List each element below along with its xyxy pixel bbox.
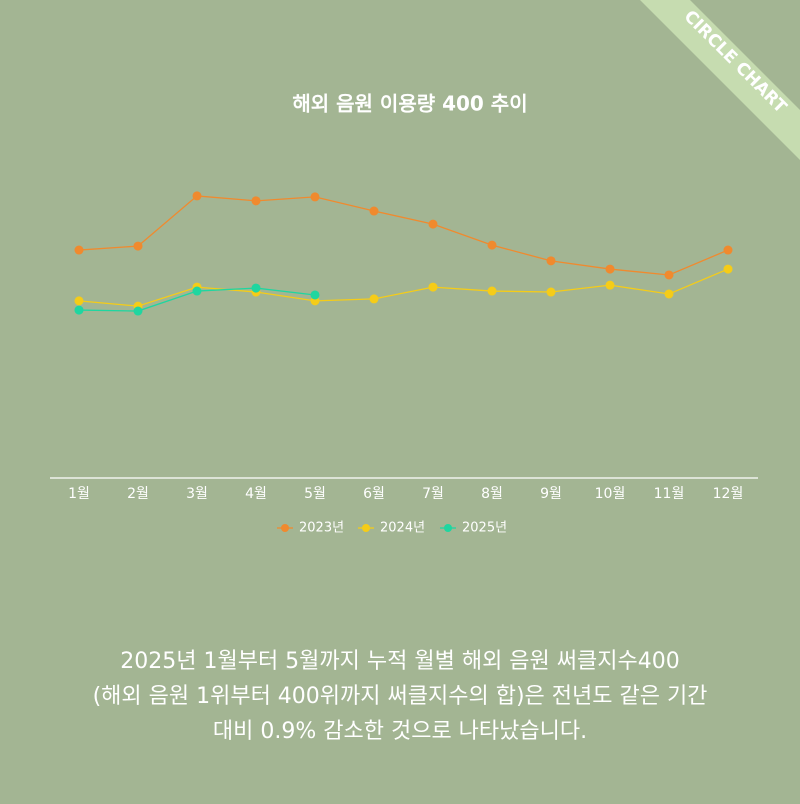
data-point: [546, 287, 556, 297]
data-point: [251, 196, 261, 206]
x-tick-label: 11월: [654, 486, 685, 502]
data-point: [369, 294, 379, 304]
x-tick-label: 6월: [363, 486, 385, 502]
legend-marker: [444, 524, 452, 532]
corner-ribbon: CIRCLE CHART: [640, 0, 800, 160]
x-tick-label: 9월: [540, 486, 562, 502]
data-point: [310, 290, 320, 300]
data-point: [664, 270, 674, 280]
data-point: [74, 245, 84, 255]
data-point: [310, 192, 320, 202]
data-point: [428, 282, 438, 292]
x-tick-label: 1월: [68, 486, 90, 502]
data-point: [192, 286, 202, 296]
x-tick-label: 12월: [713, 486, 744, 502]
data-point: [723, 245, 733, 255]
data-point: [369, 206, 379, 216]
data-point: [664, 289, 674, 299]
data-point: [251, 283, 261, 293]
series-line: [78, 268, 729, 307]
data-point: [487, 286, 497, 296]
x-tick-label: 10월: [595, 486, 626, 502]
ribbon-label: CIRCLE CHART: [680, 7, 791, 118]
legend-label: 2025년: [462, 521, 507, 536]
ribbon-band: [640, 0, 800, 160]
data-point: [487, 240, 497, 250]
data-point: [74, 296, 84, 306]
data-point: [133, 306, 143, 316]
data-point: [605, 280, 615, 290]
x-tick-label: 8월: [481, 486, 503, 502]
legend-marker: [281, 524, 289, 532]
data-point: [723, 264, 733, 274]
description-line: (해외 음원 1위부터 400위까지 써클지수의 합)은 전년도 같은 기간: [93, 684, 708, 709]
legend-label: 2024년: [380, 521, 425, 536]
description-line: 대비 0.9% 감소한 것으로 나타났습니다.: [213, 719, 587, 744]
chart-title: 해외 음원 이용량 400 추이: [292, 92, 527, 116]
data-point: [133, 241, 143, 251]
description-line: 2025년 1월부터 5월까지 누적 월별 해외 음원 써클지수400: [120, 649, 680, 674]
legend-label: 2023년: [299, 521, 344, 536]
x-tick-label: 2월: [127, 486, 149, 502]
legend-marker: [362, 524, 370, 532]
data-point: [546, 256, 556, 266]
data-point: [74, 305, 84, 315]
data-point: [605, 264, 615, 274]
data-point: [428, 219, 438, 229]
x-tick-label: 7월: [422, 486, 444, 502]
x-tick-label: 5월: [304, 486, 326, 502]
x-tick-label: 4월: [245, 486, 267, 502]
data-point: [192, 191, 202, 201]
series-line: [78, 195, 729, 276]
x-tick-label: 3월: [186, 486, 208, 502]
